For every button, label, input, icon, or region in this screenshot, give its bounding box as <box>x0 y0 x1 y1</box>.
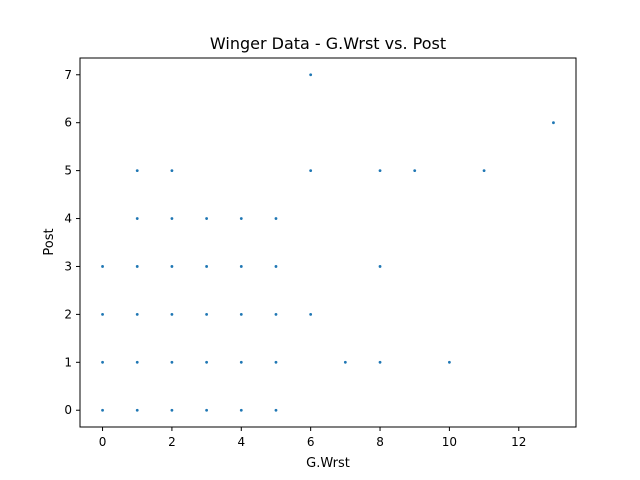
data-point <box>448 360 451 364</box>
data-point <box>205 408 209 412</box>
y-tick-label: 7 <box>64 68 72 82</box>
data-point <box>101 360 104 364</box>
data-point <box>170 360 174 364</box>
x-tick-label: 0 <box>99 435 107 449</box>
y-tick-label: 5 <box>64 164 72 178</box>
data-point <box>205 265 209 268</box>
data-point <box>101 265 104 268</box>
data-point <box>205 217 209 220</box>
x-tick-label: 2 <box>168 435 176 449</box>
x-axis-ticks: 0 2 4 6 8 10 12 <box>99 427 526 449</box>
data-point <box>170 408 174 412</box>
data-point <box>274 312 278 316</box>
x-axis-label: G.Wrst <box>306 456 350 471</box>
data-point <box>135 312 139 316</box>
x-tick-label: 6 <box>307 435 315 449</box>
y-axis-ticks: 0 1 2 3 4 5 6 7 <box>64 68 80 417</box>
x-tick-label: 4 <box>237 435 245 449</box>
data-point <box>135 217 139 220</box>
data-point <box>274 408 278 412</box>
data-point <box>309 169 313 173</box>
x-tick-label: 10 <box>442 435 457 449</box>
points-layer <box>101 73 555 412</box>
data-point <box>101 408 104 412</box>
data-point <box>205 312 209 316</box>
data-point <box>170 169 174 173</box>
data-point <box>274 217 278 220</box>
data-point <box>343 360 347 364</box>
y-tick-label: 2 <box>64 307 72 321</box>
data-point <box>413 169 417 173</box>
data-point <box>239 360 243 364</box>
data-point <box>552 121 555 125</box>
data-point <box>101 312 104 316</box>
data-point <box>239 217 243 220</box>
data-point <box>135 408 139 412</box>
data-point <box>135 360 139 364</box>
data-point <box>170 217 174 220</box>
data-point <box>135 169 139 173</box>
data-point <box>170 265 174 268</box>
data-point <box>378 265 382 268</box>
y-tick-label: 0 <box>64 403 72 417</box>
y-tick-label: 3 <box>64 259 72 273</box>
data-point <box>309 312 313 316</box>
y-tick-label: 6 <box>64 116 72 130</box>
y-tick-label: 1 <box>64 355 72 369</box>
y-tick-label: 4 <box>64 212 72 226</box>
data-point <box>170 312 174 316</box>
data-point <box>239 312 243 316</box>
data-point <box>205 360 209 364</box>
y-axis-label: Post <box>42 228 57 255</box>
data-point <box>378 169 382 173</box>
data-point <box>274 265 278 268</box>
data-point <box>378 360 382 364</box>
data-point <box>239 265 243 268</box>
plot-frame <box>79 57 577 428</box>
data-point <box>135 265 139 268</box>
data-point <box>309 73 313 77</box>
data-point <box>482 169 486 173</box>
chart-title: Winger Data - G.Wrst vs. Post <box>210 34 446 53</box>
x-tick-label: 8 <box>376 435 384 449</box>
data-point <box>239 408 243 412</box>
x-tick-label: 12 <box>511 435 526 449</box>
data-point <box>274 360 278 364</box>
